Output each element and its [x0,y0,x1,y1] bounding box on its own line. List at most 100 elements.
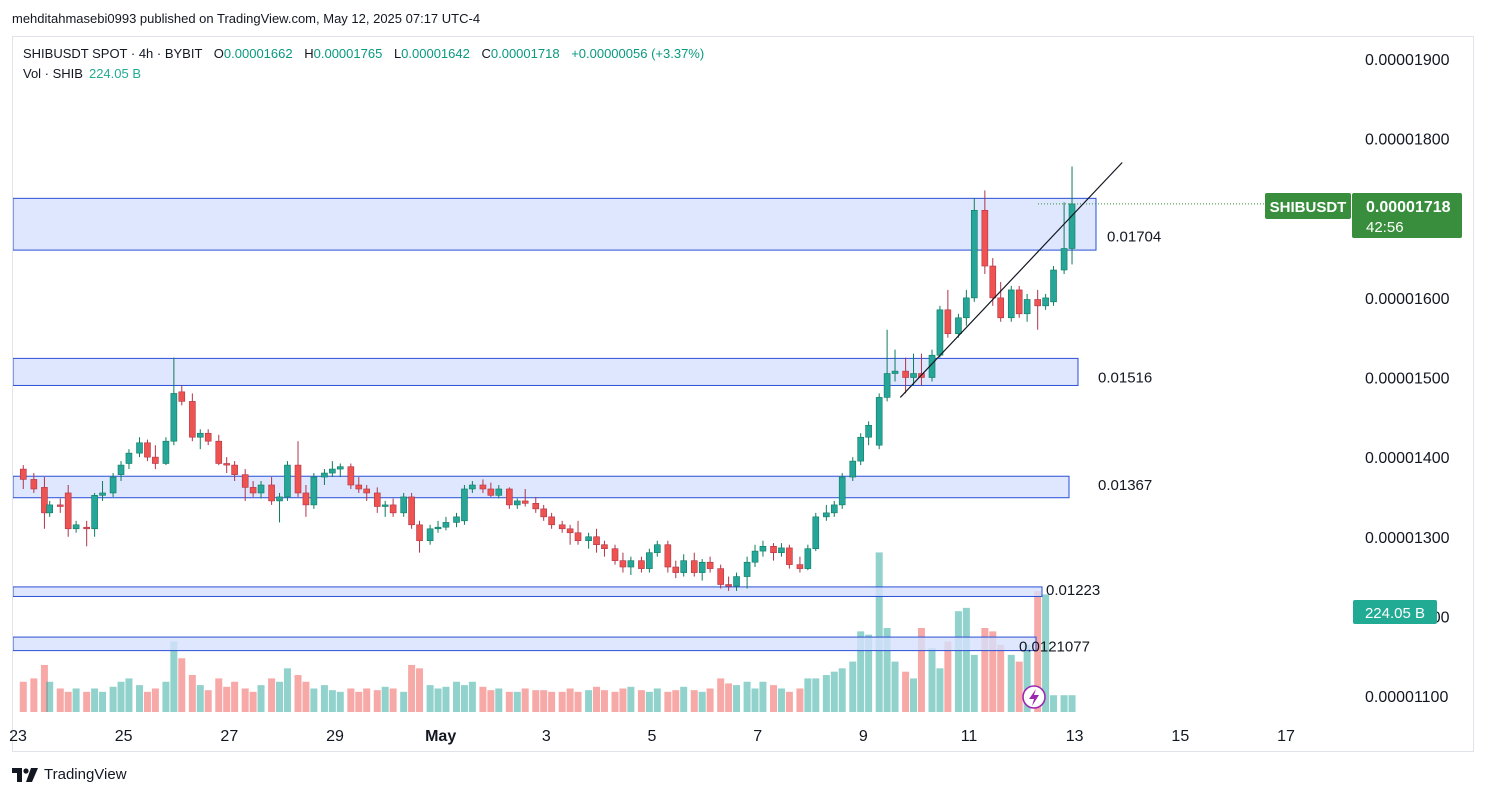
candle-body [627,560,635,568]
publisher-line: mehditahmasebi0993 published on TradingV… [12,11,481,26]
candle-body [796,564,804,569]
volume-bar [698,691,706,712]
candle-body [690,560,698,573]
candle-body [1015,289,1023,315]
volume-bar [690,690,698,712]
volume-bar [46,681,54,712]
candle-body [1068,203,1076,249]
volume-bar [611,691,619,712]
volume-bar [970,654,978,712]
volume-bar [302,681,310,712]
candle-body [453,516,460,523]
candle-body [875,397,883,446]
candle-body [223,463,230,466]
candle-body [381,504,389,507]
candle-body [495,488,503,496]
candle-body [152,456,159,464]
candle-body [601,544,608,549]
volume-bar [1060,695,1068,712]
candle-body [170,393,178,442]
volume-bar [944,641,952,712]
candle-body [136,442,143,454]
candle-body [936,309,944,356]
volume-bar [408,664,416,712]
volume-bar [347,688,355,712]
candle-body [294,464,302,494]
volume-label: Vol · SHIB [23,66,83,81]
volume-tag-value: 224.05 B [1365,605,1425,622]
lightning-icon [1029,689,1039,706]
volume-bar [143,691,151,712]
volume-bar [188,675,196,712]
volume-bar [125,678,133,712]
volume-bar [532,690,540,712]
volume-bar [453,681,461,712]
candle-body [400,496,407,514]
volume-bar [883,628,891,712]
candle-body [770,546,777,553]
volume-bar [664,691,672,712]
candle-body [759,546,767,552]
candle-body [408,496,415,526]
candle-body [521,500,529,504]
candle-body [178,391,186,402]
candle-body [786,547,793,565]
candle-body [812,516,820,549]
candle-body [733,576,740,587]
change-value: +0.00000056 (+3.37%) [571,46,705,61]
candle-body [513,500,521,506]
volume-bar [196,685,204,712]
candle-body [672,566,680,573]
volume-bar [548,691,556,712]
time-axis-tick: 15 [1171,728,1189,745]
candle-body [373,492,381,507]
candle-body [540,508,547,518]
volume-bar [558,691,566,712]
candle-body [664,544,672,568]
volume-bar [355,691,363,712]
trend-line [899,162,1123,398]
volume-bar [257,685,265,712]
candle-body [717,568,724,585]
candle-body [743,561,751,577]
volume-bar [733,685,741,712]
volume-bar [373,690,381,712]
candle-body [72,524,80,530]
candle-body [109,476,117,494]
volume-bar [521,688,529,712]
candle-body [416,524,423,542]
candle-body [1060,248,1068,271]
candle-body [585,536,592,542]
volume-bar [72,688,80,712]
price-axis-tick: 0.00001400 [1365,450,1450,467]
price-axis-tick: 0.00001900 [1365,52,1450,69]
volume-bar [849,661,857,712]
volume-bar [981,628,989,712]
close-value: 0.00001718 [490,46,560,61]
chart-frame[interactable] [12,36,1474,752]
time-axis-tick: May [425,728,456,745]
candle-body [355,484,363,490]
volume-bar [838,668,846,712]
candle-body [363,488,371,494]
candle-body [883,373,891,398]
volume-bar [989,631,997,712]
volume-bar [566,688,574,712]
candle-body [997,297,1005,319]
volume-bar [672,690,680,712]
price-axis-tick: 0.00001600 [1365,291,1450,308]
volume-bar [585,690,593,712]
volume-bar [328,690,336,712]
candle-body [469,484,476,490]
price-tag-symbol-box [1265,193,1351,219]
price-axis-tick: 0.00001800 [1365,132,1450,149]
volume-bar [513,691,521,712]
volume-bar [857,631,865,712]
candle-body [963,297,970,319]
candle-body [336,466,344,470]
candle-body [329,468,336,474]
candle-body [276,496,283,502]
volume-tag-box [1353,600,1437,624]
candle-body [955,317,962,335]
